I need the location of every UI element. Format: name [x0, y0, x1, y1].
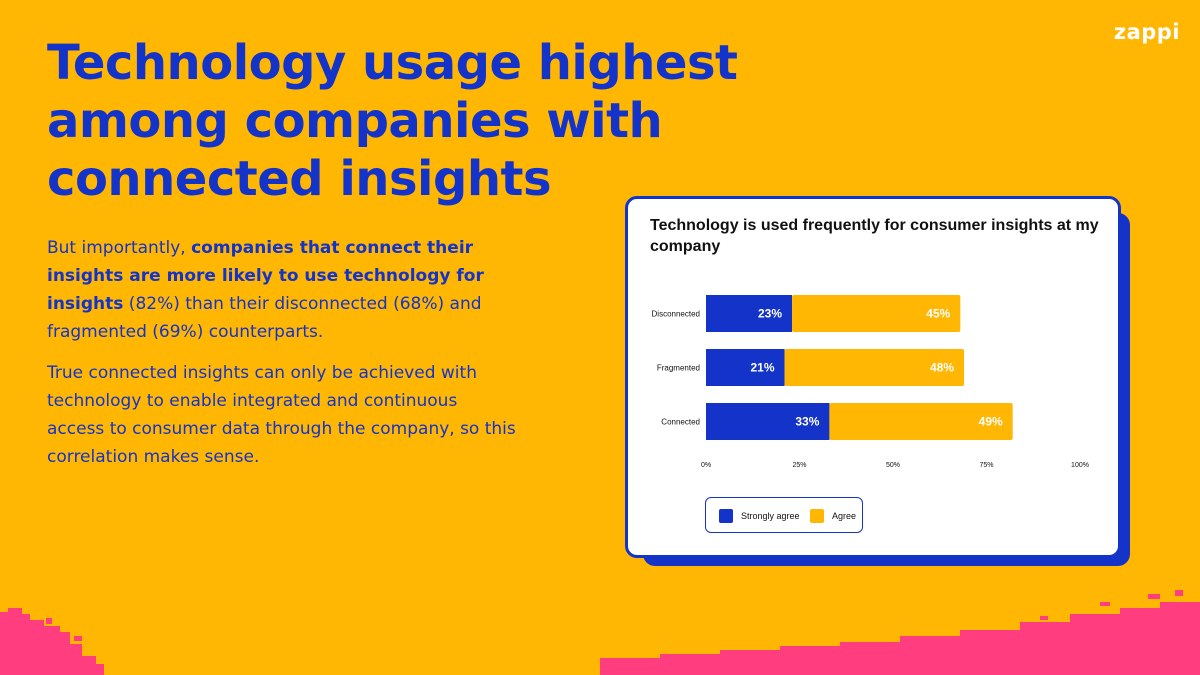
body-p1-rest: (82%) than their disconnected (68%) and …	[47, 294, 482, 342]
legend-swatch-strongly-agree	[719, 509, 733, 523]
zappi-logo: zappi	[1113, 20, 1180, 44]
body-text: But importantly, companies that connect …	[47, 234, 517, 484]
data-label-agree-connected: 49%	[979, 415, 1003, 429]
data-label-strongly-agree-disconnected: 23%	[758, 307, 782, 321]
legend-item-strongly-agree: Strongly agree	[719, 509, 800, 523]
x-tick-label: 50%	[886, 462, 900, 469]
page-title: Technology usage highest among companies…	[47, 35, 738, 207]
category-label-disconnected: Disconnected	[652, 310, 700, 319]
x-tick-label: 100%	[1071, 462, 1089, 469]
data-label-strongly-agree-connected: 33%	[795, 415, 819, 429]
legend-label-agree: Agree	[832, 511, 857, 521]
data-label-agree-disconnected: 45%	[926, 307, 950, 321]
bar-agree-connected	[829, 403, 1013, 440]
bar-strongly-agree-fragmented	[706, 349, 785, 386]
body-paragraph-1: But importantly, companies that connect …	[47, 234, 517, 346]
chart-title: Technology is used frequently for consum…	[650, 217, 1099, 255]
data-label-agree-fragmented: 48%	[930, 361, 954, 375]
x-tick-label: 0%	[701, 462, 711, 469]
bar-strongly-agree-connected	[706, 403, 830, 440]
chart-card: Technology is used frequently for consum…	[625, 196, 1121, 558]
legend-swatch-agree	[810, 509, 824, 523]
body-paragraph-2: True connected insights can only be achi…	[47, 363, 516, 467]
stacked-bar-chart: Disconnected 23% 45% Fragmented 21% 48% Connec…	[652, 295, 1089, 469]
data-label-strongly-agree-fragmented: 21%	[751, 361, 775, 375]
legend-label-strongly-agree: Strongly agree	[741, 511, 800, 521]
category-label-fragmented: Fragmented	[657, 364, 700, 373]
body-p1-intro: But importantly,	[47, 238, 192, 258]
pink-pixel-decoration-right	[600, 590, 1200, 675]
body-p1-emphasis: companies that connect their insights ar…	[47, 238, 484, 314]
chart-legend: Strongly agree Agree	[705, 497, 863, 533]
bar-strongly-agree-disconnected	[706, 295, 793, 332]
x-tick-label: 75%	[979, 462, 993, 469]
bar-agree-fragmented	[784, 349, 965, 386]
x-tick-label: 25%	[792, 462, 806, 469]
pink-pixel-decoration-left	[0, 608, 104, 675]
legend-item-agree: Agree	[810, 509, 856, 523]
category-label-connected: Connected	[661, 418, 700, 427]
bar-agree-disconnected	[792, 295, 961, 332]
